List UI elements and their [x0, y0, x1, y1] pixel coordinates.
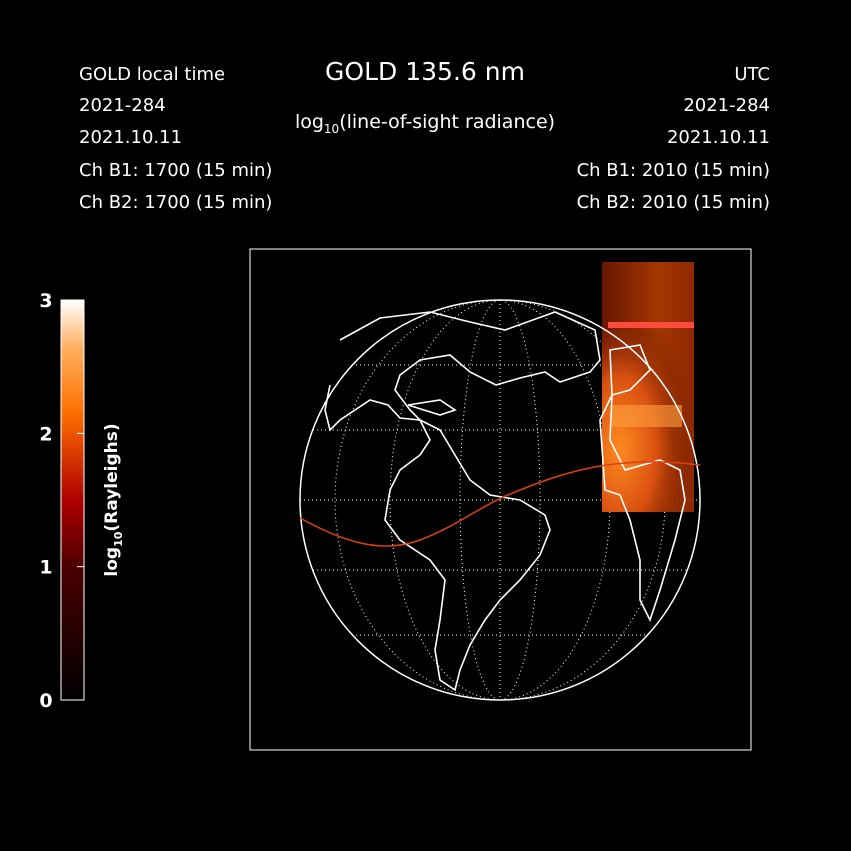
subtitle: log10(line-of-sight radiance) — [295, 111, 555, 136]
colorbar-label-suffix: (Rayleighs) — [102, 423, 122, 531]
colorbar-tick-label: 1 — [39, 557, 52, 579]
globe-map — [249, 248, 752, 751]
colorbar-tick-label: 3 — [39, 290, 52, 312]
colorbar-tick-label: 2 — [39, 423, 52, 445]
colorbar-label-subscript: 10 — [112, 531, 125, 547]
left-text: Ch B1: 1700 (15 min) — [79, 160, 272, 181]
colorbar-tick-label: 0 — [39, 690, 52, 712]
left-text: 2021.10.11 — [79, 127, 182, 148]
observation-swath — [602, 262, 694, 512]
colorbar-ramp — [60, 299, 85, 701]
right-text: 2021-284 — [683, 95, 770, 116]
map-frame — [249, 248, 752, 751]
right-text: Ch B2: 2010 (15 min) — [577, 192, 770, 213]
colorbar: log10(Rayleighs) 0 1 2 3 — [39, 290, 125, 712]
left-text: 2021-284 — [79, 95, 166, 116]
title: GOLD 135.6 nm — [325, 57, 525, 86]
left-text: Ch B2: 1700 (15 min) — [79, 192, 272, 213]
right-text: Ch B1: 2010 (15 min) — [577, 160, 770, 181]
coastlines — [324, 311, 686, 692]
subtitle-suffix: (line-of-sight radiance) — [339, 111, 555, 133]
right-text: 2021.10.11 — [667, 127, 770, 148]
colorbar-label-prefix: log — [102, 547, 122, 577]
header: GOLD local time 2021-284 2021.10.11 Ch B… — [79, 57, 770, 213]
subtitle-subscript: 10 — [324, 122, 339, 136]
terminator — [299, 461, 701, 547]
left-text: GOLD local time — [79, 64, 225, 85]
globe-limb — [299, 299, 701, 701]
colorbar-label: log10(Rayleighs) — [102, 423, 125, 576]
right-text: UTC — [734, 64, 770, 85]
subtitle-prefix: log — [295, 111, 324, 133]
